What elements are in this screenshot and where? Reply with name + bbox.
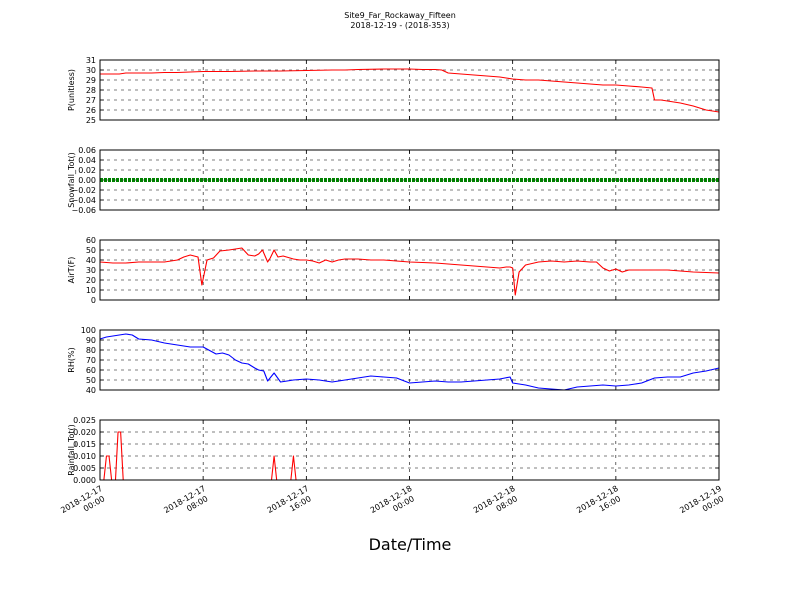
plot-frame: [99, 329, 720, 391]
plot-frame: [99, 59, 720, 121]
y-tick-label: 60: [86, 236, 96, 245]
y-axis-label: RH(%): [67, 347, 76, 372]
y-axis-label: P(unitless): [67, 69, 76, 111]
panel-5: 0.000 0.005 0.010 0.015 0.020 0.025Rainfall_T…: [59, 416, 728, 524]
x-tick-label: 2018-12-1808:00: [472, 484, 522, 524]
y-tick-label: 50: [86, 246, 96, 255]
y-tick-label: 30: [86, 266, 96, 275]
plot-frame: [99, 149, 720, 211]
y-tick-label: 20: [86, 276, 96, 285]
y-tick-label: −0.02: [71, 186, 96, 195]
y-tick-label: 27: [86, 96, 96, 105]
y-tick-label: 0.04: [78, 156, 96, 165]
x-tick-label: 2018-12-1800:00: [369, 484, 419, 524]
y-tick-label: 50: [86, 376, 96, 385]
y-tick-label: 10: [86, 286, 96, 295]
y-tick-label: 40: [86, 386, 96, 395]
y-tick-label: −0.06: [71, 206, 96, 215]
series-line: [100, 431, 719, 481]
x-tick-label: 2018-12-1900:00: [678, 484, 728, 524]
y-tick-label: 0.02: [78, 166, 96, 175]
x-tick-label: 2018-12-1816:00: [575, 484, 625, 524]
y-tick-label: 0.00: [78, 176, 96, 185]
x-tick-label: 2018-12-1700:00: [59, 484, 109, 524]
y-tick-label: 29: [86, 76, 96, 85]
figure-subtitle: 2018-12-19 - (2018-353): [350, 21, 450, 30]
x-tick-label: 2018-12-1716:00: [266, 484, 316, 524]
y-tick-label: 0.010: [73, 452, 96, 461]
y-tick-label: 28: [86, 86, 96, 95]
y-tick-label: 90: [86, 336, 96, 345]
y-tick-label: 40: [86, 256, 96, 265]
series-line: [99, 333, 720, 391]
y-tick-label: 100: [81, 326, 96, 335]
y-tick-label: 0.025: [73, 416, 96, 425]
y-tick-label: 0: [91, 296, 96, 305]
series-line: [99, 247, 720, 296]
series-line: [100, 68, 720, 113]
y-tick-label: 60: [86, 366, 96, 375]
y-tick-label: 0.020: [73, 428, 96, 437]
x-tick-label: 2018-12-1708:00: [162, 484, 212, 524]
y-axis-label: Snowfall_Tot(): [67, 152, 76, 208]
y-tick-label: 26: [86, 106, 96, 115]
y-tick-label: 70: [86, 356, 96, 365]
y-tick-label: −0.04: [71, 196, 96, 205]
y-tick-label: 30: [86, 66, 96, 75]
y-tick-label: 0.005: [73, 464, 96, 473]
y-axis-label: AirT(F): [67, 257, 76, 284]
y-axis-label: Rainfall_Tot(): [67, 424, 76, 476]
y-tick-label: 31: [86, 56, 96, 65]
y-tick-label: 0.000: [73, 476, 96, 485]
figure-title: Site9_Far_Rockaway_Fifteen: [344, 11, 456, 20]
plot-frame: [99, 239, 720, 301]
y-tick-label: 0.015: [73, 440, 96, 449]
y-tick-label: 80: [86, 346, 96, 355]
y-tick-label: 25: [86, 116, 96, 125]
x-axis-label: Date/Time: [369, 535, 452, 554]
panel-2: −0.06−0.04−0.020.000.020.040.06Snowfall_…: [67, 146, 720, 215]
y-tick-label: 0.06: [78, 146, 96, 155]
plot-frame: [99, 419, 720, 481]
